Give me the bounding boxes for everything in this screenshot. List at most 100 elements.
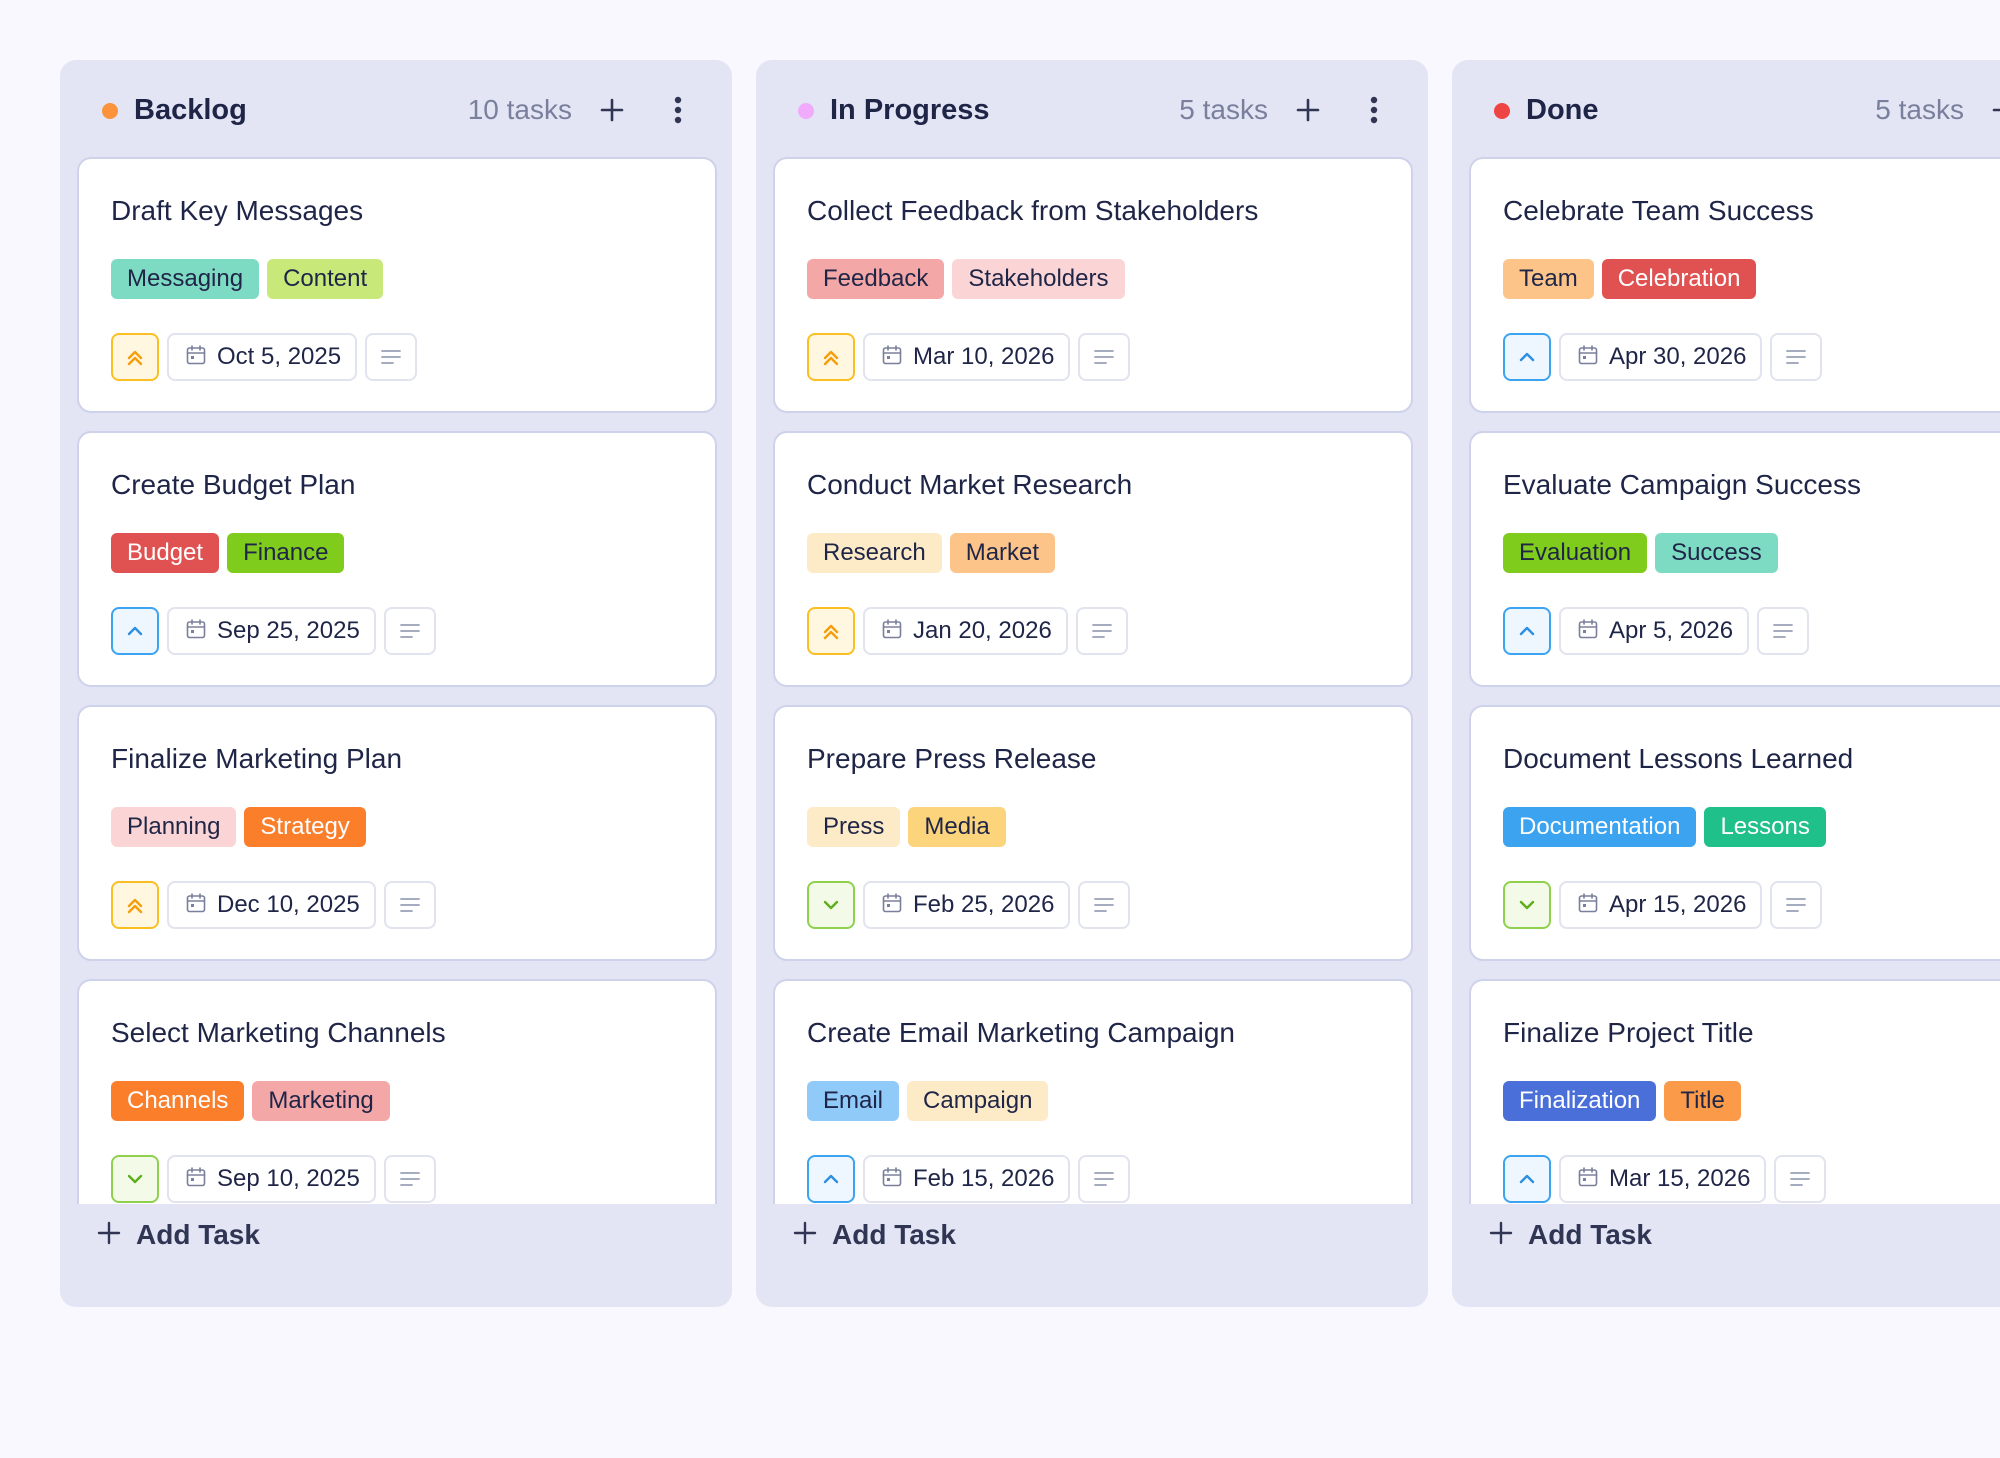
calendar-icon [185, 618, 207, 645]
column-header: Backlog 10 tasks [60, 60, 732, 157]
task-count: 5 tasks [1875, 94, 1964, 125]
add-task-button[interactable]: Add Task [96, 1210, 260, 1260]
task-card[interactable]: Prepare Press Release Press Media Feb 25… [773, 705, 1413, 961]
card-list: Celebrate Team Success Team Celebration … [1469, 157, 2000, 1204]
description-lines-icon[interactable] [1770, 333, 1823, 381]
description-lines-icon[interactable] [1757, 607, 1810, 655]
task-title: Create Budget Plan [111, 469, 356, 500]
task-card[interactable]: Evaluate Campaign Success Evaluation Suc… [1469, 431, 2000, 687]
due-date-chip[interactable]: Sep 10, 2025 [167, 1155, 376, 1203]
card-list: Collect Feedback from Stakeholders Feedb… [773, 157, 1413, 1204]
task-title: Draft Key Messages [111, 195, 364, 226]
plus-icon[interactable] [1984, 90, 2000, 130]
due-date-chip[interactable]: Sep 25, 2025 [167, 607, 376, 655]
double-chevron-up-icon[interactable] [111, 333, 159, 381]
description-lines-icon[interactable] [1078, 881, 1131, 929]
due-date-chip[interactable]: Apr 5, 2026 [1559, 607, 1750, 655]
task-card[interactable]: Celebrate Team Success Team Celebration … [1469, 157, 2000, 413]
due-date-chip[interactable]: Oct 5, 2025 [167, 333, 358, 381]
task-title: Select Marketing Channels [111, 1017, 446, 1048]
tag-list: Research Market [807, 533, 1056, 573]
chevron-up-icon[interactable] [1503, 607, 1551, 655]
add-task-button[interactable]: Add Task [792, 1210, 956, 1260]
due-date: Jan 20, 2026 [913, 617, 1052, 644]
due-date: Feb 25, 2026 [913, 891, 1055, 918]
due-date-chip[interactable]: Feb 25, 2026 [863, 881, 1071, 929]
task-card[interactable]: Draft Key Messages Messaging Content Oct… [77, 157, 717, 413]
due-date: Mar 15, 2026 [1609, 1165, 1751, 1192]
tag: Stakeholders [952, 259, 1125, 299]
due-date-chip[interactable]: Dec 10, 2025 [167, 881, 376, 929]
task-card[interactable]: Finalize Marketing Plan Planning Strateg… [77, 705, 717, 961]
task-count: 5 tasks [1179, 94, 1268, 125]
tag-list: Budget Finance [111, 533, 345, 573]
description-lines-icon[interactable] [1075, 607, 1128, 655]
description-lines-icon[interactable] [1770, 881, 1823, 929]
add-task-label: Add Task [136, 1219, 260, 1250]
plus-icon[interactable] [592, 90, 632, 130]
task-title: Finalize Marketing Plan [111, 743, 403, 774]
task-card[interactable]: Finalize Project Title Finalization Titl… [1469, 979, 2000, 1204]
chevron-down-icon[interactable] [111, 1155, 159, 1203]
tag: Media [908, 807, 1006, 847]
due-date-chip[interactable]: Mar 10, 2026 [863, 333, 1071, 381]
add-task-button[interactable]: Add Task [1488, 1210, 1652, 1260]
due-date-chip[interactable]: Apr 30, 2026 [1559, 333, 1763, 381]
status-dot [1494, 103, 1510, 119]
chevron-down-icon[interactable] [807, 881, 855, 929]
task-card[interactable]: Create Budget Plan Budget Finance Sep 25… [77, 431, 717, 687]
plus-icon [792, 1220, 818, 1251]
card-meta: Feb 15, 2026 [807, 1155, 1131, 1203]
description-lines-icon[interactable] [1774, 1155, 1827, 1203]
description-lines-icon[interactable] [383, 1155, 436, 1203]
column-in-progress: In Progress 5 tasks Collect Feedback fro… [756, 60, 1428, 1307]
column-title: In Progress [830, 94, 990, 126]
due-date-chip[interactable]: Mar 15, 2026 [1559, 1155, 1767, 1203]
add-task-label: Add Task [832, 1219, 956, 1250]
status-dot [102, 103, 118, 119]
chevron-down-icon[interactable] [1503, 881, 1551, 929]
calendar-icon [185, 1166, 207, 1193]
task-card[interactable]: Create Email Marketing Campaign Email Ca… [773, 979, 1413, 1204]
kebab-menu-icon[interactable] [658, 90, 698, 130]
due-date-chip[interactable]: Apr 15, 2026 [1559, 881, 1763, 929]
column-done: Done 5 tasks Celebrate Team Success Team… [1452, 60, 2000, 1307]
double-chevron-up-icon[interactable] [807, 333, 855, 381]
description-lines-icon[interactable] [365, 333, 418, 381]
tag: Strategy [244, 807, 366, 847]
description-lines-icon[interactable] [1078, 1155, 1131, 1203]
chevron-up-icon[interactable] [111, 607, 159, 655]
tag: Finance [227, 533, 345, 573]
due-date: Apr 30, 2026 [1609, 343, 1747, 370]
due-date-chip[interactable]: Jan 20, 2026 [863, 607, 1068, 655]
task-card[interactable]: Conduct Market Research Research Market … [773, 431, 1413, 687]
due-date: Oct 5, 2025 [217, 343, 342, 370]
chevron-up-icon[interactable] [1503, 333, 1551, 381]
plus-icon[interactable] [1288, 90, 1328, 130]
due-date: Apr 15, 2026 [1609, 891, 1747, 918]
tag: Celebration [1601, 259, 1757, 299]
tag-list: Finalization Title [1503, 1081, 1741, 1121]
card-meta: Mar 10, 2026 [807, 333, 1131, 381]
tag: Lessons [1704, 807, 1826, 847]
card-meta: Feb 25, 2026 [807, 881, 1131, 929]
task-card[interactable]: Select Marketing Channels Channels Marke… [77, 979, 717, 1204]
tag: Documentation [1503, 807, 1697, 847]
chevron-up-icon[interactable] [1503, 1155, 1551, 1203]
double-chevron-up-icon[interactable] [807, 607, 855, 655]
description-lines-icon[interactable] [1078, 333, 1131, 381]
tag: Team [1503, 259, 1594, 299]
task-card[interactable]: Document Lessons Learned Documentation L… [1469, 705, 2000, 961]
chevron-up-icon[interactable] [807, 1155, 855, 1203]
kebab-menu-icon[interactable] [1354, 90, 1394, 130]
task-card[interactable]: Collect Feedback from Stakeholders Feedb… [773, 157, 1413, 413]
due-date-chip[interactable]: Feb 15, 2026 [863, 1155, 1071, 1203]
calendar-icon [1577, 344, 1599, 371]
card-meta: Sep 10, 2025 [111, 1155, 436, 1203]
due-date: Sep 25, 2025 [217, 617, 360, 644]
calendar-icon [185, 892, 207, 919]
double-chevron-up-icon[interactable] [111, 881, 159, 929]
tag: Channels [111, 1081, 245, 1121]
description-lines-icon[interactable] [383, 607, 436, 655]
description-lines-icon[interactable] [383, 881, 436, 929]
